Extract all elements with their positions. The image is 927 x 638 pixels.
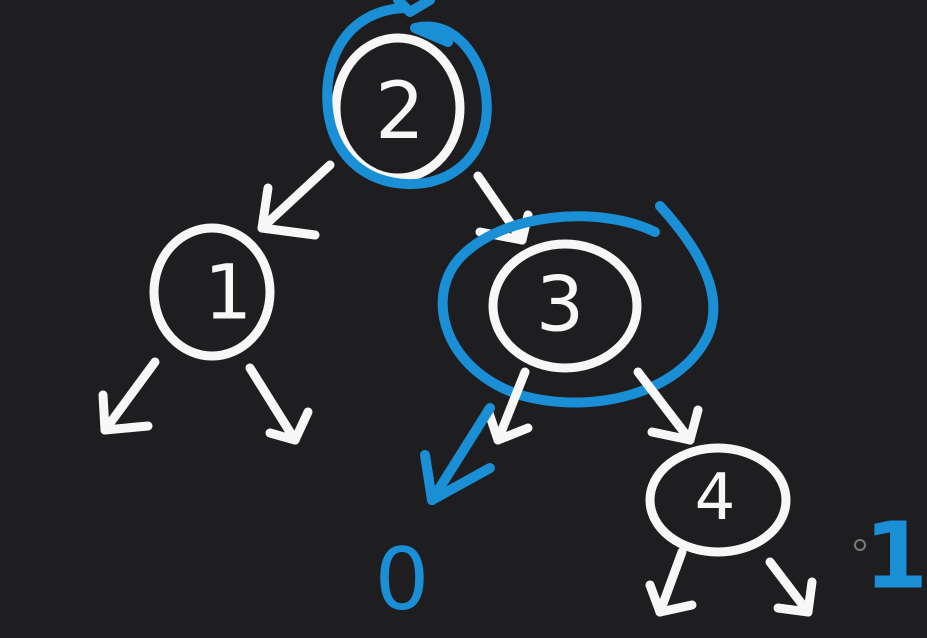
- blue-arrow-to-zero: [420, 403, 495, 505]
- edge-3-to-4: [633, 367, 703, 445]
- null-arrow-node-4-right: [765, 557, 817, 617]
- tree-node-3: 3: [488, 239, 642, 373]
- tree-node-1-label: 1: [204, 248, 252, 337]
- null-arrow-node-4-left: [645, 547, 697, 617]
- null-arrow-node-1-left: [98, 357, 160, 435]
- edge-2-to-1: [257, 160, 335, 240]
- tree-node-1: 1: [149, 223, 275, 361]
- annotation-zero: 0: [375, 530, 430, 630]
- tree-node-3-label: 3: [536, 260, 584, 349]
- tree-node-2: 2: [331, 33, 465, 183]
- tree-node-2-label: 2: [375, 67, 425, 157]
- cursor-dot-icon: [854, 539, 866, 551]
- null-arrow-node-1-right: [245, 363, 313, 445]
- annotation-one: 1: [864, 503, 927, 610]
- tree-node-4-label: 4: [695, 461, 736, 535]
- highlight-circle-node-2: [322, 0, 492, 190]
- tree-node-4: 4: [645, 443, 791, 557]
